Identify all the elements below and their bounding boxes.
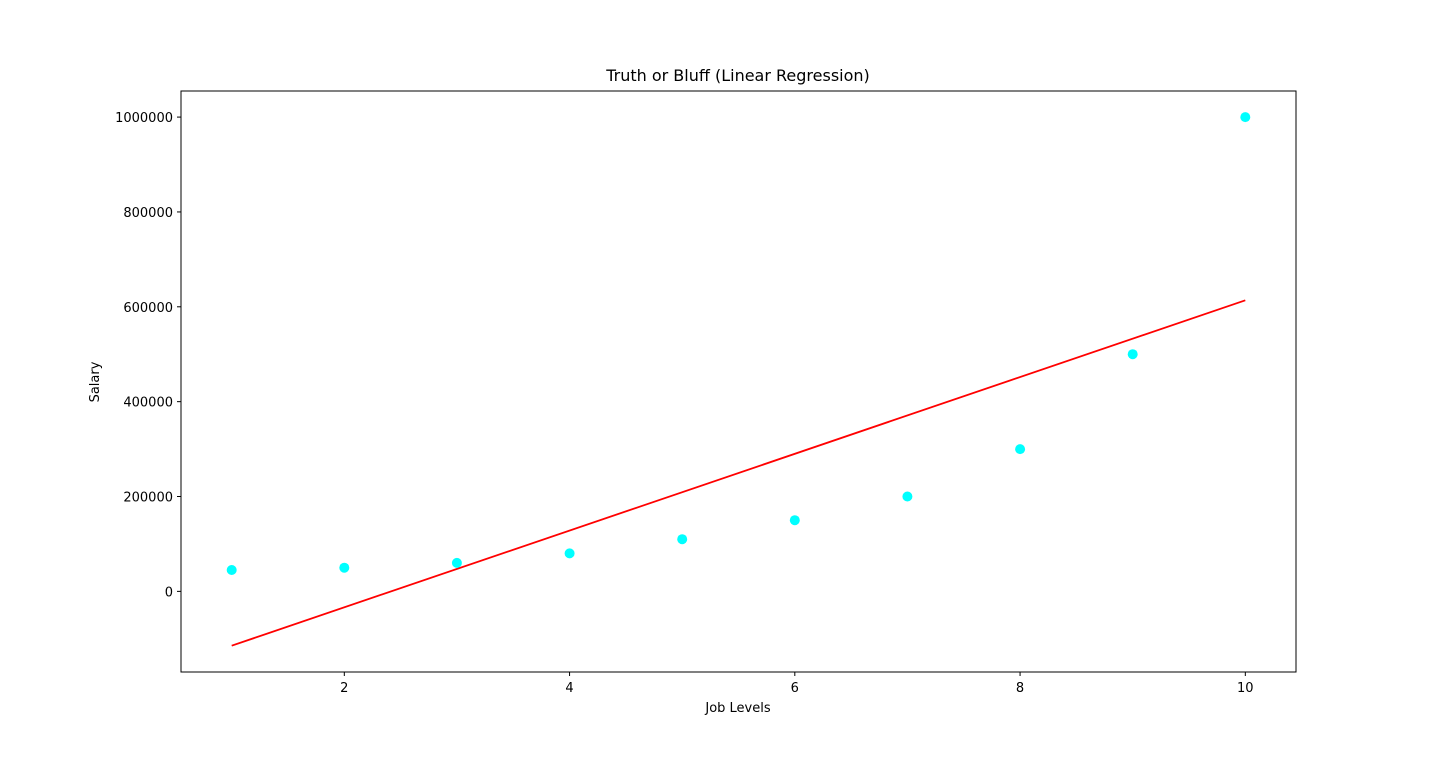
data-point [902,491,913,502]
plot-frame [180,90,1297,673]
y-axis-label: Salary [88,361,103,402]
data-point [451,557,462,568]
y-tick-label: 200000 [123,491,173,506]
data-point [677,534,688,545]
x-tick-label: 8 [1016,681,1024,696]
data-point [226,565,237,575]
plot-area: 2 4 6 8 10 0 200000 400000 600000 800000 1000000 [115,90,1297,696]
x-tick-label: 10 [1237,681,1254,696]
data-point [1240,112,1251,123]
data-point [564,548,575,559]
x-tick-label: 6 [791,681,799,696]
y-tick-label: 400000 [123,396,173,411]
y-tick-label: 1000000 [115,111,173,126]
chart-title: Truth or Bluff (Linear Regression) [605,66,870,85]
data-point [1127,349,1138,360]
y-tick-label: 600000 [123,301,173,316]
regression-line [231,299,1246,647]
x-tick-label: 4 [565,681,573,696]
data-point [339,562,350,573]
data-point [789,515,800,526]
x-tick-label: 2 [340,681,348,696]
data-point [1015,444,1026,455]
y-tick-label: 0 [165,585,173,600]
y-tick-label: 800000 [123,206,173,221]
x-axis-label: Job Levels [704,701,770,716]
